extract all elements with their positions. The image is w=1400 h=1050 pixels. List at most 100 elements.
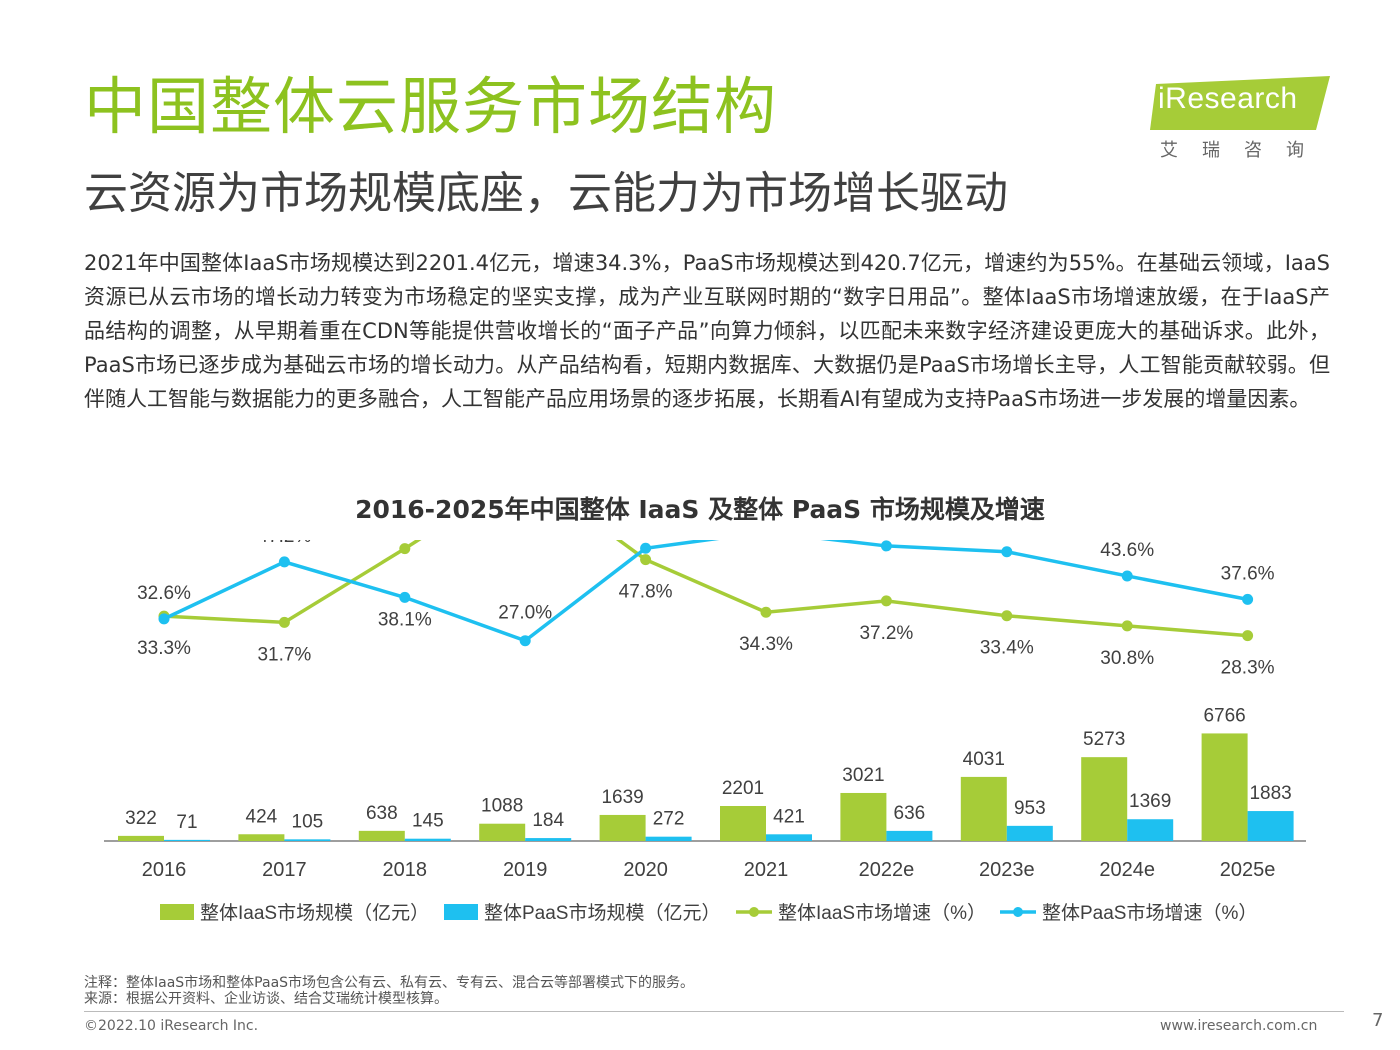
x-tick-label: 2018 — [383, 859, 428, 881]
iaas-growth-point — [880, 595, 892, 607]
paas-growth-point — [1121, 570, 1133, 582]
bar-paas — [164, 839, 210, 841]
bar-iaas — [358, 830, 405, 841]
bar-paas — [886, 830, 933, 841]
bar-iaas — [1081, 757, 1128, 841]
chart-note: 注释：整体IaaS市场和整体PaaS市场包含公有云、私有云、专有云、混合云等部署… — [84, 975, 695, 991]
iaas-growth-point — [1121, 620, 1133, 632]
bar-label-paas: 953 — [1014, 798, 1046, 819]
bar-label-iaas: 1088 — [481, 796, 523, 817]
legend-label: 整体PaaS市场增速（%） — [1042, 902, 1257, 924]
paas-growth-point — [278, 556, 290, 568]
iaas-growth-point — [1242, 630, 1254, 642]
bar-iaas — [1201, 733, 1248, 841]
line-label-iaas: 31.7% — [257, 644, 311, 665]
iaas-growth-point — [1001, 610, 1013, 622]
paas-growth-point — [640, 542, 652, 554]
bar-label-paas: 71 — [176, 812, 197, 833]
footer-copyright: ©2022.10 iResearch Inc. — [84, 1018, 259, 1034]
bar-paas — [284, 839, 331, 841]
legend-marker — [1013, 907, 1023, 917]
bar-label-iaas: 1639 — [601, 787, 643, 808]
summary-paragraph: 2021年中国整体IaaS市场规模达到2201.4亿元，增速34.3%，PaaS… — [84, 251, 1330, 411]
bar-paas — [1127, 819, 1174, 841]
paas-growth-point — [399, 591, 411, 603]
legend-swatch — [160, 904, 194, 920]
bar-label-paas: 272 — [653, 809, 685, 830]
bar-label-iaas: 424 — [246, 806, 278, 827]
legend-swatch — [444, 904, 478, 920]
bar-paas — [525, 838, 572, 841]
iaas-growth-point — [399, 543, 411, 555]
bar-label-paas: 421 — [773, 806, 805, 827]
footer-divider — [84, 1011, 1344, 1012]
bar-paas — [645, 836, 692, 841]
bar-paas — [1247, 811, 1294, 841]
legend-label: 整体PaaS市场规模（亿元） — [484, 902, 720, 924]
bar-label-paas: 1369 — [1129, 791, 1171, 812]
bar-label-iaas: 5273 — [1083, 729, 1125, 750]
x-tick-label: 2019 — [503, 859, 548, 881]
x-tick-label: 2023e — [979, 859, 1035, 881]
footer-url[interactable]: www.iresearch.com.cn — [1160, 1018, 1318, 1034]
line-label-iaas: 37.2% — [859, 623, 913, 644]
line-label-iaas: 30.8% — [1100, 648, 1154, 669]
x-tick-label: 2021 — [744, 859, 789, 881]
paas-growth-line — [163, 540, 1248, 643]
bar-iaas — [479, 823, 526, 841]
page-number: 7 — [1372, 1010, 1384, 1031]
x-tick-label: 2016 — [142, 859, 187, 881]
line-label-paas: 47.2% — [257, 540, 311, 547]
x-tick-label: 2024e — [1099, 859, 1155, 881]
iaas-growth-point — [640, 554, 652, 566]
line-label-iaas: 28.3% — [1221, 658, 1275, 679]
bar-label-iaas: 6766 — [1203, 705, 1245, 726]
bar-iaas — [118, 835, 164, 841]
bar-label-paas: 105 — [292, 811, 324, 832]
iaas-growth-point — [278, 616, 290, 628]
bar-iaas — [960, 776, 1007, 841]
bar-label-iaas: 4031 — [963, 749, 1005, 770]
iaas-growth-line — [163, 540, 1248, 638]
logo-cn: 艾瑞咨询 — [1160, 140, 1328, 161]
line-label-paas: 32.6% — [137, 583, 191, 604]
chart-source: 来源：根据公开资料、企业访谈、结合艾瑞统计模型核算。 — [84, 991, 448, 1007]
iaas-growth-point — [760, 606, 772, 618]
legend-label: 整体IaaS市场规模（亿元） — [200, 902, 429, 924]
logo-brand: iResearch — [1158, 82, 1298, 115]
bar-iaas — [238, 834, 285, 841]
paas-growth-point — [158, 613, 170, 625]
bar-label-iaas: 322 — [125, 808, 157, 829]
x-tick-label: 2025e — [1220, 859, 1276, 881]
paas-growth-point — [1242, 593, 1254, 605]
x-tick-label: 2017 — [262, 859, 307, 881]
x-tick-label: 2022e — [859, 859, 915, 881]
paas-growth-point — [880, 540, 892, 552]
logo-band-icon — [1150, 76, 1330, 130]
bar-label-paas: 636 — [894, 803, 926, 824]
bar-iaas — [720, 806, 766, 841]
line-label-iaas: 34.3% — [739, 634, 793, 655]
paas-growth-point — [519, 635, 531, 647]
line-label-iaas: 47.8% — [619, 582, 673, 603]
page-subtitle: 云资源为市场规模底座，云能力为市场增长驱动 — [84, 168, 1008, 219]
line-label-paas: 27.0% — [498, 603, 552, 624]
market-chart: 322 71 2016 424 105 2017 638 145 2018 1088 184 2019… — [104, 540, 1306, 924]
line-label-iaas: 33.3% — [137, 638, 191, 659]
bar-label-paas: 1883 — [1249, 783, 1291, 804]
bar-iaas — [599, 814, 646, 841]
chart-title: 2016-2025年中国整体 IaaS 及整体 PaaS 市场规模及增速 — [355, 495, 1045, 524]
bar-iaas — [840, 792, 887, 841]
bar-label-iaas: 638 — [366, 803, 398, 824]
x-tick-label: 2020 — [623, 859, 668, 881]
iresearch-logo: iResearch 艾瑞咨询 — [1150, 72, 1335, 162]
bar-label-iaas: 2201 — [722, 778, 764, 799]
paas-growth-point — [1001, 546, 1013, 558]
bar-paas — [766, 834, 812, 841]
line-label-paas: 37.6% — [1221, 563, 1275, 584]
bar-paas — [1006, 825, 1053, 841]
bar-label-paas: 145 — [412, 811, 444, 832]
legend-label: 整体IaaS市场增速（%） — [778, 902, 986, 924]
legend-marker — [749, 907, 759, 917]
page-title: 中国整体云服务市场结构 — [84, 70, 778, 143]
